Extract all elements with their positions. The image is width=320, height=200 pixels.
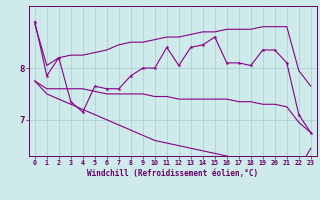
- X-axis label: Windchill (Refroidissement éolien,°C): Windchill (Refroidissement éolien,°C): [87, 169, 258, 178]
